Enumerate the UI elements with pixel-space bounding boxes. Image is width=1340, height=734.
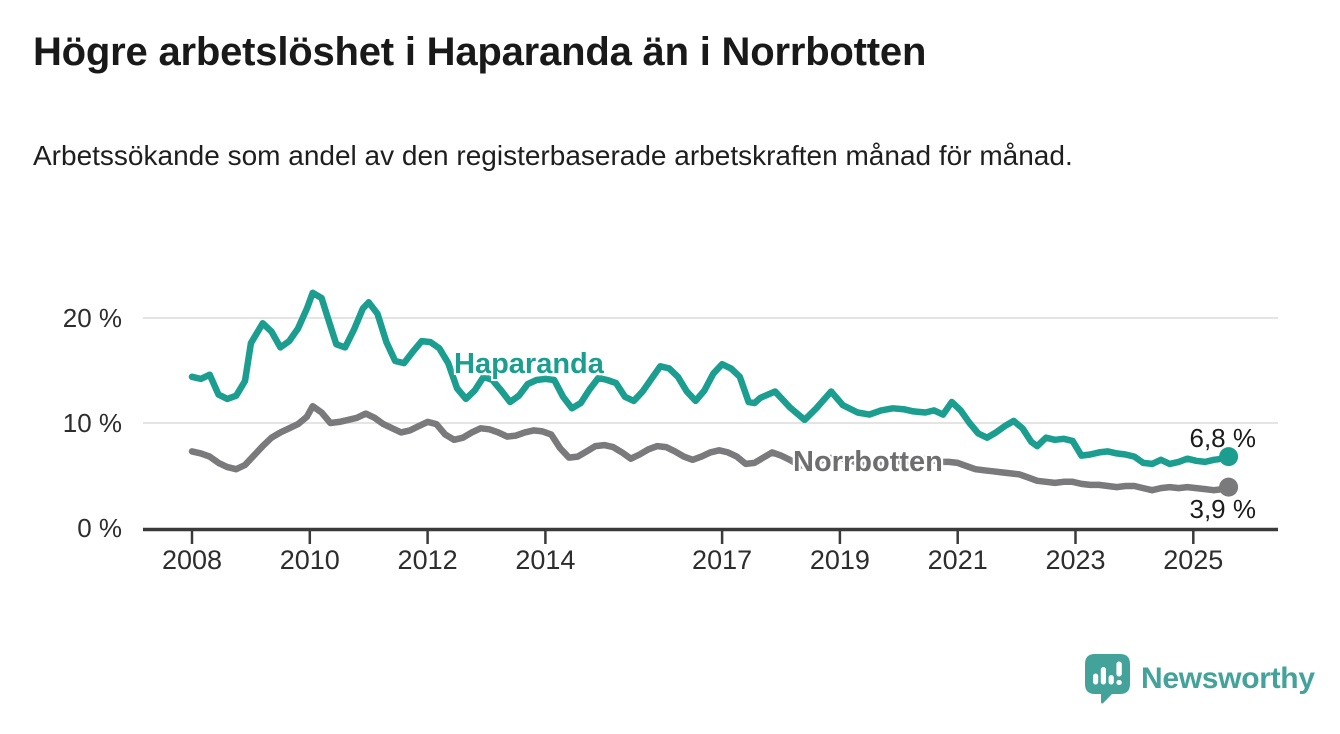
- series-line-haparanda: [188, 289, 1232, 468]
- x-axis-tick-label: 2014: [515, 545, 575, 575]
- series-label-norrbotten: Norrbotten: [793, 446, 943, 478]
- series-endpoint-dot-norrbotten: [1219, 477, 1239, 497]
- x-axis-tick-label: 2025: [1163, 545, 1223, 575]
- end-value-label-norrbotten: 3,9 %: [1189, 494, 1257, 524]
- x-axis-tick-label: 2021: [928, 545, 988, 575]
- x-axis-tick-label: 2010: [280, 545, 340, 575]
- end-value-label-haparanda: 6,8 %: [1189, 423, 1257, 453]
- y-axis-tick-label: 10 %: [63, 408, 122, 438]
- x-axis-tick-label: 2019: [810, 545, 870, 575]
- series-label-haparanda: Haparanda: [454, 348, 604, 380]
- chart-subtitle: Arbetssökande som andel av den registerb…: [33, 140, 1073, 171]
- chart-title: Högre arbetslöshet i Haparanda än i Norr…: [33, 30, 927, 74]
- x-axis-tick-label: 2008: [162, 545, 222, 575]
- newsworthy-logo-icon: [1085, 654, 1130, 704]
- series-line-norrbotten: [188, 402, 1232, 494]
- series-endpoint-dot-haparanda: [1219, 447, 1239, 467]
- y-axis-tick-label: 20 %: [63, 303, 122, 333]
- x-axis-tick-label: 2017: [692, 545, 752, 575]
- x-axis-tick-label: 2012: [398, 545, 458, 575]
- newsworthy-branding: Newsworthy: [1085, 654, 1315, 704]
- x-axis-tick-label: 2023: [1045, 545, 1105, 575]
- newsworthy-logo-text: Newsworthy: [1141, 662, 1315, 695]
- y-axis-tick-label: 0 %: [77, 513, 122, 543]
